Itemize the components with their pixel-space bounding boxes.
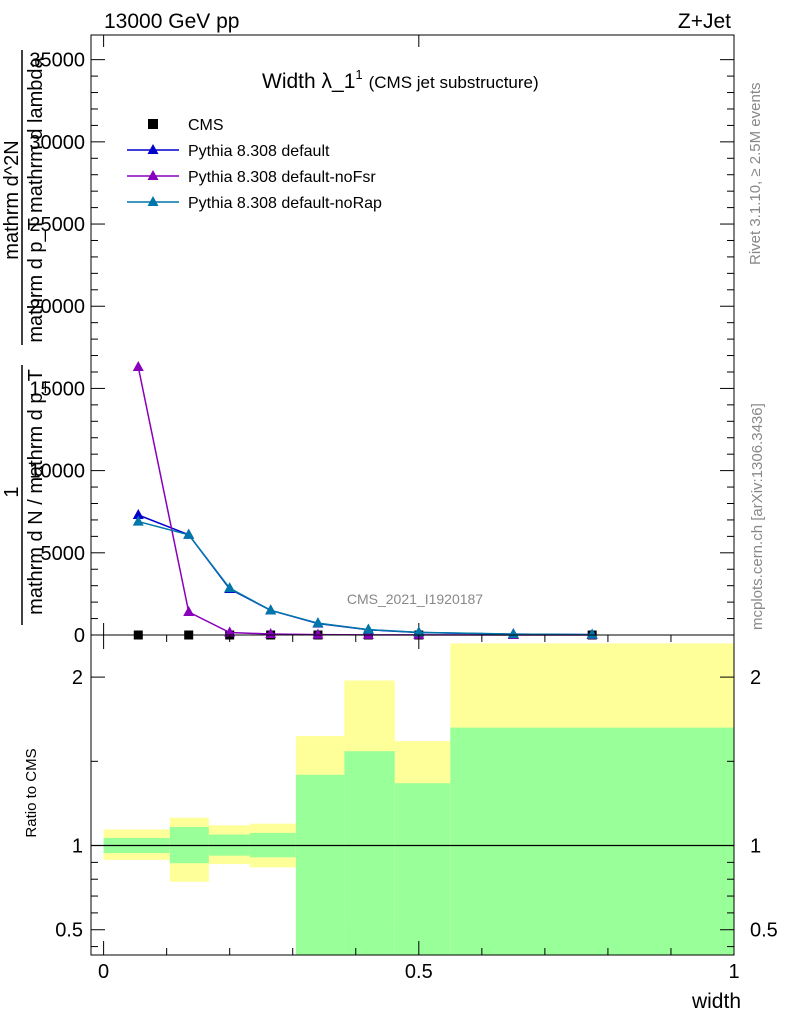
ratio-band-green [450,727,734,955]
series-point [312,617,324,628]
series-point [413,626,425,637]
series-point [265,628,277,639]
ratio-ytick-label: 0.5 [55,920,83,942]
series-point [132,509,144,519]
series-point [362,628,374,639]
legend-marker [147,196,159,206]
ratio-ytick-label-right: 0.5 [750,920,778,942]
main-ytick-label: 5000 [41,543,86,565]
ratio-panel: 0.5 0.51 12 2 0 0.5 1 Ratio to CMS width [23,634,778,1013]
legend-label: Pythia 8.308 default-noFsr [188,169,376,186]
ylabel-frac-numer: mathrm d^2N [1,140,23,259]
series-line [138,520,593,636]
legend: CMS Pythia 8.308 default Pythia 8.308 defa… [127,117,382,212]
main-ytick-label: 15000 [29,378,85,400]
ratio-yticks: 0.5 0.5 1 1 2 2 [55,667,778,948]
legend-marker [148,119,158,129]
main-panel: 0 5000 10000 15000 20000 25000 30000 35000 Widt… [29,34,735,647]
ratio-bands [103,643,734,955]
series-point [183,605,195,616]
xlabel: width [691,990,741,1013]
ratio-ytick-label: 1 [72,836,83,858]
plot-title: Width λ_11 (CMS jet substructure) [262,67,539,93]
ratio-band-green [394,783,451,955]
series-3 [132,515,598,639]
ratio-frame [90,634,735,956]
ratio-ytick-label: 2 [72,667,83,689]
analysis-label: CMS_2021_I1920187 [347,591,483,607]
series-point [132,515,144,526]
main-ytick-label: 25000 [29,214,85,236]
ratio-band-green [295,774,345,955]
ylabel-numer: 1 [1,486,23,497]
rivet-label: Rivet 3.1.10, ≥ 2.5M events [747,83,764,266]
legend-marker [147,170,159,180]
legend-label: Pythia 8.308 default-noRap [188,195,382,212]
series-line [138,514,593,636]
main-ytick-label: 20000 [29,296,85,318]
series-point [224,626,236,637]
header-right: Z+Jet [678,10,731,33]
ratio-xtick-label: 0.5 [405,961,433,983]
main-ytick-label: 30000 [29,132,85,154]
ratio-ytick-label-right: 2 [750,667,761,689]
main-yticks: 0 5000 10000 15000 20000 25000 30000 35000 [29,35,735,647]
ratio-xtick-label: 0 [98,961,109,983]
series-point [132,361,144,372]
ratio-xtick-label: 1 [728,961,739,983]
legend-marker [147,144,159,154]
series-point [507,628,519,639]
legend-label: CMS [188,117,224,134]
main-ytick-label: 10000 [29,461,85,483]
header-left: 13000 GeV pp [104,10,239,33]
ratio-ytick-label-right: 1 [750,836,761,858]
main-ytick-label: 0 [74,625,85,647]
ratio-ylabel: Ratio to CMS [23,748,40,837]
series-point [224,582,236,593]
ratio-xticks: 0 0.5 1 [98,635,740,983]
ylabel-frac-denom: mathrm d p_T mathrm d lambda [25,56,47,342]
series-point [586,628,598,639]
series-point [265,604,277,615]
main-ylabel: 1 mathrm d N / mathrm d p_T mathrm d^2N … [1,50,47,625]
ratio-band-green [344,751,395,955]
mcplots-label: mcplots.cern.ch [arXiv:1306.3436] [749,403,766,630]
main-ytick-label: 35000 [29,50,85,72]
series-point [312,628,324,639]
legend-label: Pythia 8.308 default [188,143,330,160]
series-point [183,528,195,539]
series-point [362,623,374,634]
ylabel-denom: mathrm d N / mathrm d p_T [25,369,47,615]
